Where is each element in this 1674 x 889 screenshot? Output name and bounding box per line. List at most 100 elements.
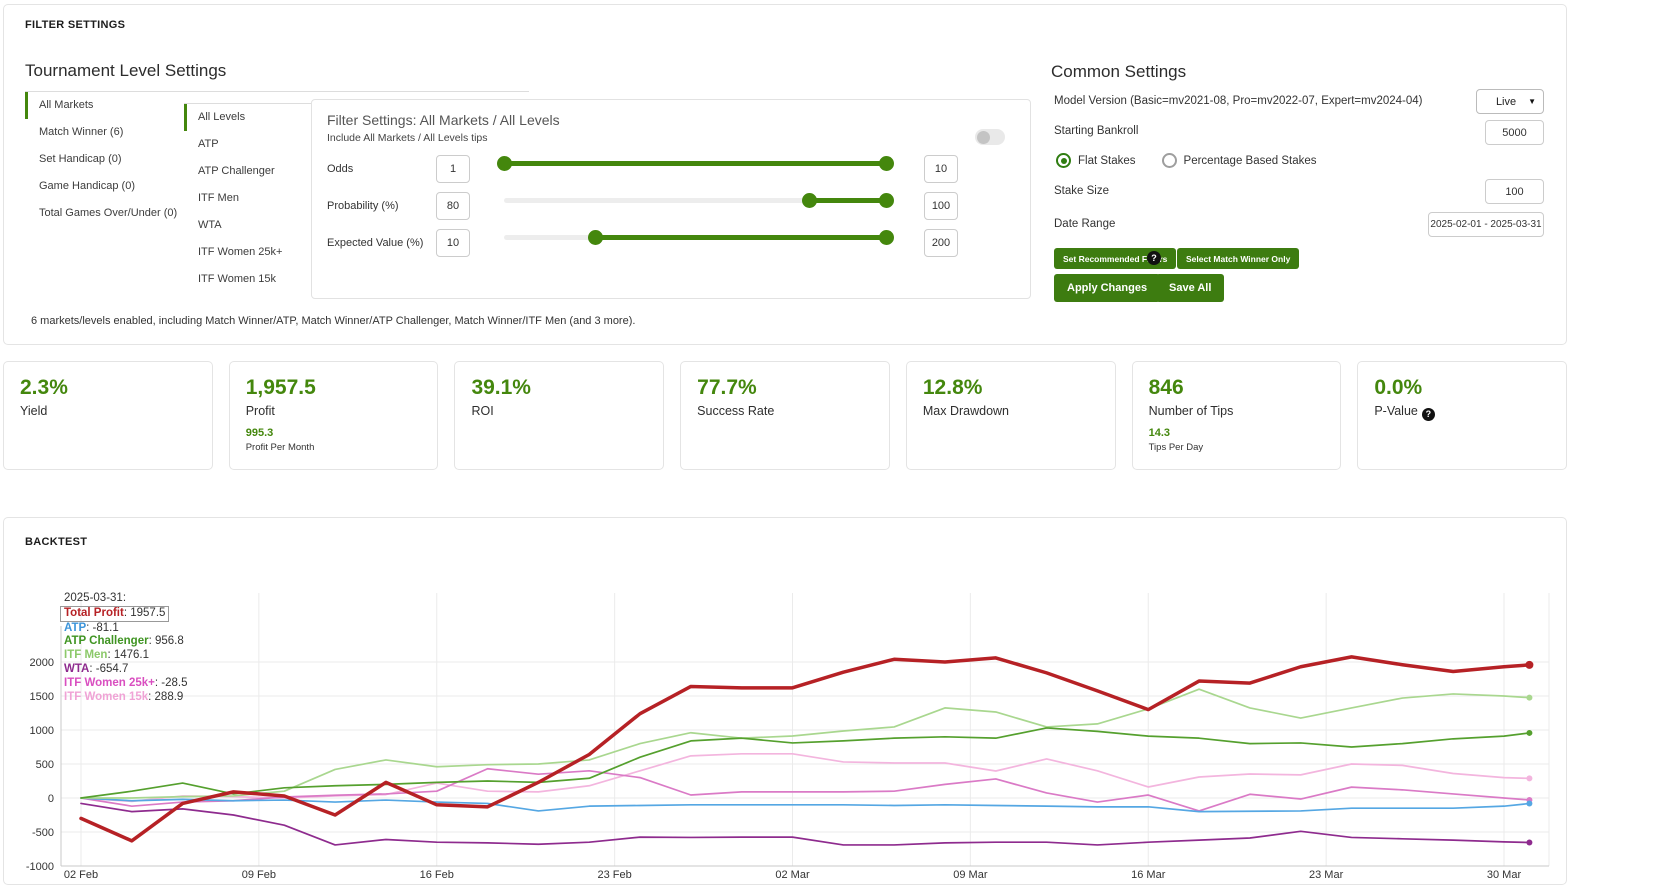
- svg-text:-1000: -1000: [26, 861, 54, 873]
- stake-radio-0[interactable]: Flat Stakes: [1056, 153, 1136, 168]
- date-range-label: Date Range: [1054, 218, 1115, 230]
- level-tab-0[interactable]: All Levels: [184, 104, 311, 131]
- stat-label: Max Drawdown: [923, 404, 1115, 418]
- stat-value: 1,957.5: [246, 376, 438, 400]
- slider-handle-1-min[interactable]: [802, 193, 817, 208]
- stat-label: Number of Tips: [1149, 404, 1341, 418]
- save-all-button[interactable]: Save All: [1156, 274, 1224, 302]
- filter-panel-title: Filter Settings: All Markets / All Level…: [327, 112, 560, 128]
- svg-text:1500: 1500: [30, 691, 54, 703]
- model-version-label: Model Version (Basic=mv2021-08, Pro=mv20…: [1054, 95, 1423, 107]
- filter-settings-card: FILTER SETTINGS Tournament Level Setting…: [3, 4, 1567, 345]
- slider-label-1: Probability (%): [327, 200, 399, 212]
- common-settings-title: Common Settings: [1051, 62, 1186, 82]
- stake-size-input[interactable]: [1485, 179, 1544, 204]
- market-tab-3[interactable]: Game Handicap (0): [25, 173, 187, 200]
- stake-radio-label-0: Flat Stakes: [1078, 155, 1136, 167]
- slider-handle-0-min[interactable]: [497, 156, 512, 171]
- series-line-atp-challenger: [81, 728, 1529, 798]
- level-tab-6[interactable]: ITF Women 15k: [184, 266, 311, 293]
- p-value-help-icon[interactable]: ?: [1422, 408, 1435, 421]
- slider-label-2: Expected Value (%): [327, 237, 423, 249]
- stat-value: 2.3%: [20, 376, 212, 400]
- markets-enabled-summary: 6 markets/levels enabled, including Matc…: [31, 315, 635, 327]
- apply-changes-button[interactable]: Apply Changes: [1054, 274, 1160, 302]
- slider-track-2[interactable]: [504, 235, 886, 240]
- slider-fill-0: [504, 161, 886, 166]
- stat-label: P-Value?: [1374, 404, 1566, 421]
- backtest-chart-svg: -1000-500050010001500200002 Feb09 Feb16 …: [4, 558, 1568, 884]
- svg-text:30 Mar: 30 Mar: [1487, 869, 1522, 881]
- market-tab-0[interactable]: All Markets: [25, 92, 187, 119]
- select-match-winner-only-button[interactable]: Select Match Winner Only: [1177, 248, 1299, 269]
- stat-card-4: 12.8% Max Drawdown: [906, 361, 1116, 470]
- backtest-chart[interactable]: -1000-500050010001500200002 Feb09 Feb16 …: [4, 558, 1568, 884]
- filter-settings-heading: FILTER SETTINGS: [25, 19, 125, 31]
- stat-card-5: 846Number of Tips14.3Tips Per Day: [1132, 361, 1342, 470]
- slider-track-0[interactable]: [504, 161, 886, 166]
- slider-max-input-2[interactable]: [924, 229, 958, 257]
- slider-handle-1-max[interactable]: [879, 193, 894, 208]
- include-tips-toggle[interactable]: [975, 129, 1005, 145]
- level-tab-3[interactable]: ITF Men: [184, 185, 311, 212]
- starting-bankroll-input[interactable]: [1485, 120, 1544, 145]
- svg-text:0: 0: [48, 793, 54, 805]
- slider-max-input-0[interactable]: [924, 155, 958, 183]
- model-version-value: Live: [1484, 96, 1528, 108]
- level-tab-5[interactable]: ITF Women 25k+: [184, 239, 311, 266]
- slider-min-input-0[interactable]: [436, 155, 470, 183]
- tournament-level-settings-title: Tournament Level Settings: [25, 61, 226, 81]
- starting-bankroll-label: Starting Bankroll: [1054, 125, 1138, 137]
- svg-text:2000: 2000: [30, 657, 54, 669]
- stat-value: 77.7%: [697, 376, 889, 400]
- recommended-filters-help-icon[interactable]: ?: [1147, 251, 1161, 265]
- svg-text:-500: -500: [32, 827, 54, 839]
- stat-label: Profit: [246, 404, 438, 418]
- toggle-knob: [977, 131, 990, 144]
- svg-text:23 Feb: 23 Feb: [598, 869, 632, 881]
- slider-max-input-1[interactable]: [924, 192, 958, 220]
- level-tab-4[interactable]: WTA: [184, 212, 311, 239]
- stat-card-1: 1,957.5Profit995.3Profit Per Month: [229, 361, 439, 470]
- svg-text:09 Mar: 09 Mar: [953, 869, 988, 881]
- slider-min-input-2[interactable]: [436, 229, 470, 257]
- slider-label-0: Odds: [327, 163, 353, 175]
- slider-min-input-1[interactable]: [436, 192, 470, 220]
- backtest-heading: BACKTEST: [25, 536, 87, 548]
- stat-value: 39.1%: [471, 376, 663, 400]
- stake-radio-label-1: Percentage Based Stakes: [1184, 155, 1317, 167]
- backtest-card: BACKTEST -1000 -500 0 500 1000 1500 2000 02 Feb…: [3, 517, 1567, 885]
- date-range-input[interactable]: [1428, 212, 1544, 237]
- slider-handle-2-max[interactable]: [879, 230, 894, 245]
- level-tab-list: All LevelsATPATP ChallengerITF MenWTAITF…: [184, 103, 311, 293]
- stat-value: 12.8%: [923, 376, 1115, 400]
- market-tab-2[interactable]: Set Handicap (0): [25, 146, 187, 173]
- market-tab-1[interactable]: Match Winner (6): [25, 119, 187, 146]
- radio-circle-icon: [1162, 153, 1177, 168]
- filter-panel: Filter Settings: All Markets / All Level…: [311, 99, 1031, 299]
- stake-type-radio-group: Flat Stakes Percentage Based Stakes: [1056, 153, 1317, 168]
- svg-text:02 Mar: 02 Mar: [775, 869, 810, 881]
- slider-handle-2-min[interactable]: [588, 230, 603, 245]
- stake-radio-1[interactable]: Percentage Based Stakes: [1162, 153, 1317, 168]
- svg-text:02 Feb: 02 Feb: [64, 869, 98, 881]
- svg-text:23 Mar: 23 Mar: [1309, 869, 1344, 881]
- series-line-itf-women-15k: [81, 754, 1529, 802]
- slider-track-1[interactable]: [504, 198, 886, 203]
- market-tab-4[interactable]: Total Games Over/Under (0): [25, 200, 187, 227]
- stat-label: ROI: [471, 404, 663, 418]
- stat-label: Yield: [20, 404, 212, 418]
- svg-text:16 Mar: 16 Mar: [1131, 869, 1166, 881]
- chevron-down-icon: ▼: [1528, 97, 1536, 106]
- stat-card-2: 39.1% ROI: [454, 361, 664, 470]
- svg-text:500: 500: [36, 759, 54, 771]
- model-version-select[interactable]: Live ▼: [1476, 89, 1544, 114]
- level-tab-2[interactable]: ATP Challenger: [184, 158, 311, 185]
- stat-card-3: 77.7%Success Rate: [680, 361, 890, 470]
- slider-fill-1: [810, 198, 886, 203]
- svg-text:1000: 1000: [30, 725, 54, 737]
- svg-text:16 Feb: 16 Feb: [420, 869, 454, 881]
- slider-handle-0-max[interactable]: [879, 156, 894, 171]
- level-tab-1[interactable]: ATP: [184, 131, 311, 158]
- stat-value: 846: [1149, 376, 1341, 400]
